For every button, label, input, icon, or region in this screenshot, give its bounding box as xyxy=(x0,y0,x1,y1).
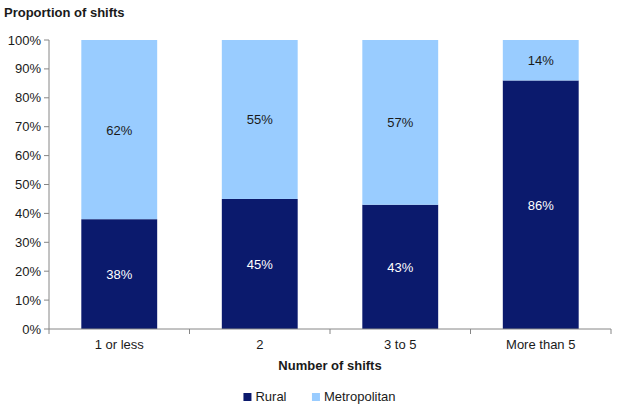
y-tick xyxy=(44,40,49,41)
bar xyxy=(362,205,438,329)
data-labels: 38% 62% 45% 55% 43% 57% 86% 14% xyxy=(106,53,554,282)
x-tick xyxy=(470,329,471,334)
y-axis-title: Proportion of shifts xyxy=(4,5,125,20)
bar xyxy=(503,40,579,80)
data-label: 62% xyxy=(106,123,132,138)
data-label: 43% xyxy=(387,260,413,275)
x-tick xyxy=(49,329,50,334)
data-label: 45% xyxy=(247,257,273,272)
legend: Rural Metropolitan xyxy=(243,389,395,404)
x-tick-label: 2 xyxy=(256,337,263,352)
y-tick-label: 30% xyxy=(15,235,41,250)
y-tick xyxy=(44,184,49,185)
data-label: 38% xyxy=(106,267,132,282)
y-tick xyxy=(44,271,49,272)
x-tick-label: 1 or less xyxy=(95,337,145,352)
bar xyxy=(81,219,157,329)
y-tick xyxy=(44,155,49,156)
data-label: 14% xyxy=(528,53,554,68)
legend-label: Rural xyxy=(255,389,286,404)
y-tick-label: 50% xyxy=(15,177,41,192)
data-label: 86% xyxy=(528,198,554,213)
y-tick xyxy=(44,97,49,98)
y-tick xyxy=(44,329,49,330)
y-tick xyxy=(44,300,49,301)
x-tick xyxy=(189,329,190,334)
bar xyxy=(81,40,157,219)
bar xyxy=(503,80,579,329)
legend-swatch xyxy=(312,393,320,401)
x-axis-title: Number of shifts xyxy=(278,358,381,373)
x-tick xyxy=(611,329,612,334)
bars xyxy=(81,40,578,329)
data-label: 55% xyxy=(247,112,273,127)
y-tick-label: 10% xyxy=(15,293,41,308)
y-tick xyxy=(44,242,49,243)
bar xyxy=(362,40,438,205)
y-tick-label: 70% xyxy=(15,119,41,134)
y-tick-label: 60% xyxy=(15,148,41,163)
y-tick-label: 80% xyxy=(15,90,41,105)
bar xyxy=(222,199,298,329)
legend-swatch xyxy=(243,393,251,401)
x-tick-label: 3 to 5 xyxy=(384,337,417,352)
y-tick-label: 20% xyxy=(15,264,41,279)
chart: 38% 62% 45% 55% 43% 57% 86% 14% 0% 10% 20% 30% 40% 50… xyxy=(0,0,635,416)
x-tick xyxy=(330,329,331,334)
data-label: 57% xyxy=(387,115,413,130)
y-tick-label: 40% xyxy=(15,206,41,221)
y-tick xyxy=(44,213,49,214)
bar xyxy=(222,40,298,199)
x-tick-label: More than 5 xyxy=(506,337,575,352)
y-tick-label: 100% xyxy=(8,33,42,48)
legend-label: Metropolitan xyxy=(324,389,396,404)
y-tick-label: 90% xyxy=(15,61,41,76)
y-tick-label: 0% xyxy=(22,322,41,337)
y-tick xyxy=(44,126,49,127)
y-tick xyxy=(44,68,49,69)
